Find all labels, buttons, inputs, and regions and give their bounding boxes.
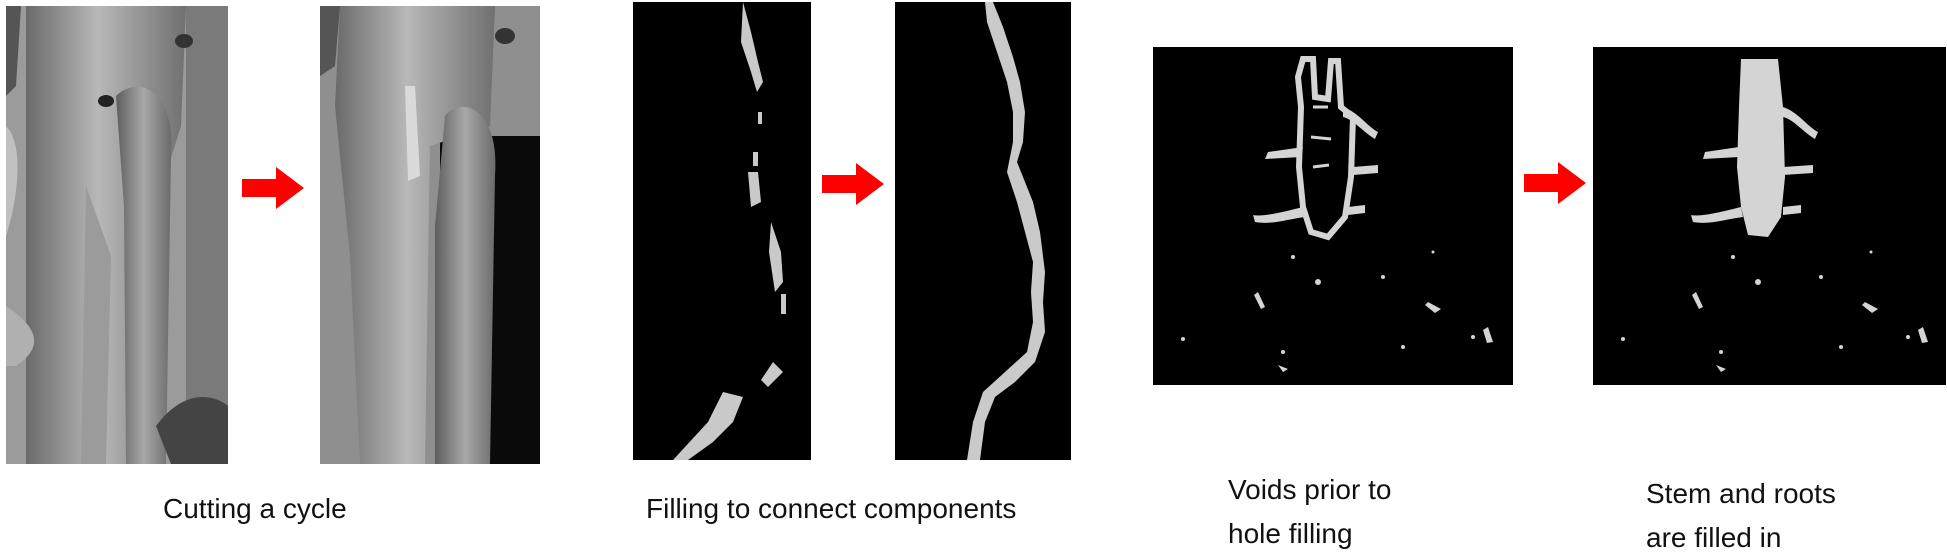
right-arrow-icon (1524, 162, 1586, 204)
caption-voids: Voids prior to hole filling (1228, 468, 1391, 556)
fill-before-image (633, 2, 811, 460)
voids-image (1153, 47, 1513, 385)
caption-stem-line2: are filled in (1646, 522, 1782, 554)
filled-image (1593, 47, 1946, 385)
caption-voids-line2: hole filling (1228, 518, 1353, 550)
caption-cutting: Cutting a cycle (163, 493, 347, 524)
right-arrow-icon (242, 167, 304, 209)
cycle-before-image (6, 6, 228, 464)
caption-stem-line1: Stem and roots (1646, 478, 1836, 509)
fill-after-image (895, 2, 1071, 460)
caption-filling: Filling to connect components (646, 493, 1017, 524)
cycle-after-image (320, 6, 540, 464)
right-arrow-icon (822, 163, 884, 205)
caption-stem: Stem and roots are filled in (1646, 472, 1836, 560)
caption-voids-line1: Voids prior to (1228, 474, 1392, 505)
